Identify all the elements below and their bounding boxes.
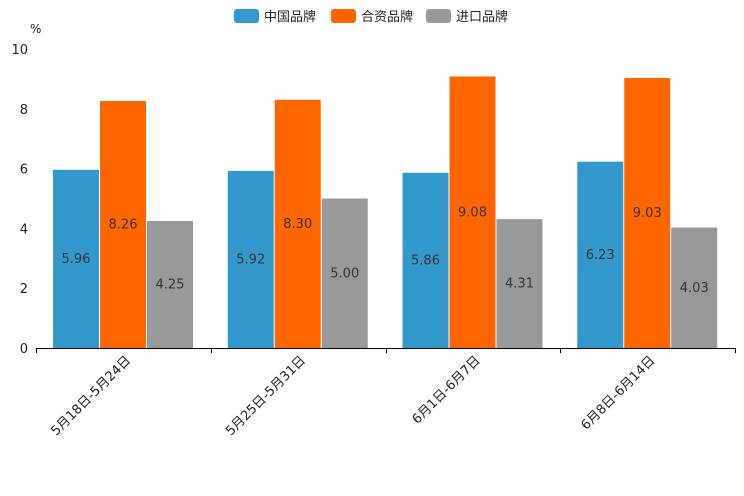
legend-swatch — [234, 9, 259, 23]
data-label-3-4: 4.03 — [680, 281, 709, 296]
data-label-2-2: 8.30 — [283, 217, 312, 232]
y-tick-label: 0 — [20, 342, 28, 357]
bar-3-2[interactable] — [321, 198, 368, 349]
data-label-1-4: 6.23 — [586, 248, 615, 263]
bar-3-1[interactable] — [147, 220, 193, 348]
data-label-3-2: 5.00 — [330, 266, 359, 281]
legend-label: 进口品牌 — [456, 9, 508, 25]
data-label-3-1: 4.25 — [156, 277, 185, 292]
bar-2-4[interactable] — [624, 78, 671, 349]
legend-label: 合资品牌 — [361, 9, 413, 25]
x-axis: 5月18日-5月24日 5月25日-5月31日 6月1日-6月7日 6月8日-6月14… — [36, 348, 736, 439]
y-axis: 0 2 4 6 8 10 — [11, 43, 28, 357]
y-tick-label: 10 — [11, 43, 28, 58]
x-category-label-1: 5月18日-5月24日 — [48, 353, 134, 439]
bar-1-2[interactable] — [227, 170, 274, 348]
data-labels: 5.96 8.26 4.25 5.92 8.30 5.00 5.86 9.08 4.31 6.23… — [62, 205, 709, 295]
y-tick-label: 6 — [20, 163, 28, 178]
x-category-label-2: 5月25日-5月31日 — [223, 353, 309, 439]
bars — [53, 76, 718, 349]
y-tick-label: 2 — [20, 282, 28, 297]
bar-2-2[interactable] — [274, 99, 321, 348]
x-category-label-3: 6月1日-6月7日 — [410, 353, 484, 427]
legend: 中国品牌 合资品牌 进口品牌 — [234, 9, 508, 25]
legend-item-3[interactable]: 进口品牌 — [426, 9, 508, 25]
bar-1-1[interactable] — [53, 169, 99, 348]
data-label-2-1: 8.26 — [109, 218, 138, 233]
data-label-2-4: 9.03 — [633, 206, 662, 221]
bar-1-4[interactable] — [577, 161, 624, 348]
legend-swatch — [426, 9, 451, 23]
y-axis-unit-label: % — [30, 22, 41, 36]
legend-label: 中国品牌 — [264, 9, 316, 25]
legend-item-1[interactable]: 中国品牌 — [234, 9, 316, 25]
bar-3-3[interactable] — [496, 219, 543, 348]
legend-item-2[interactable]: 合资品牌 — [331, 9, 413, 25]
bar-1-3[interactable] — [402, 172, 449, 348]
data-label-1-3: 5.86 — [411, 253, 440, 268]
data-label-2-3: 9.08 — [458, 205, 487, 220]
data-label-1-1: 5.96 — [62, 252, 91, 267]
bar-3-4[interactable] — [671, 227, 718, 348]
x-category-label-4: 6月8日-6月14日 — [579, 353, 659, 433]
legend-swatch — [331, 9, 356, 23]
data-label-1-2: 5.92 — [236, 252, 265, 267]
bar-2-1[interactable] — [100, 101, 146, 348]
y-tick-label: 8 — [20, 103, 28, 118]
bar-2-3[interactable] — [449, 76, 496, 349]
data-label-3-3: 4.31 — [505, 277, 534, 292]
y-tick-label: 4 — [20, 222, 28, 237]
